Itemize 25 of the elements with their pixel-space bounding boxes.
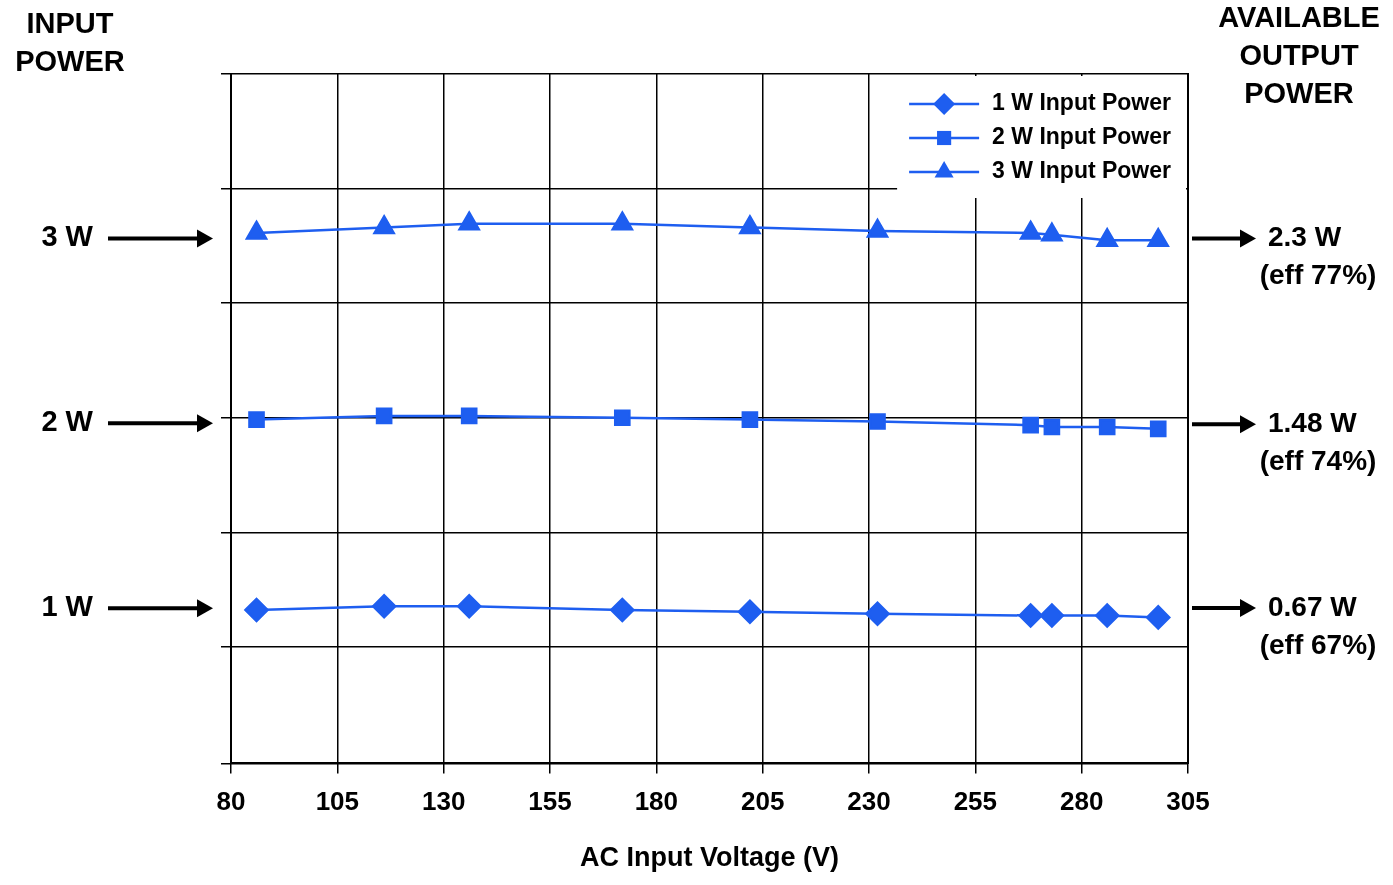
x-tick-label: 80 <box>216 786 246 817</box>
text: (eff 67%) <box>1259 628 1377 660</box>
x-tick-label: 205 <box>740 786 785 817</box>
x-tick-label: 155 <box>528 786 572 817</box>
legend-label: 2 W Input Power <box>992 123 1172 150</box>
x-tick-label: 255 <box>953 786 998 817</box>
y-tick-label: 1 W <box>41 590 94 623</box>
legend-label: 3 W Input Power <box>992 157 1172 184</box>
x-tick-label: 105 <box>315 786 360 817</box>
y-tick-label: 3 W <box>41 220 94 253</box>
legend-label: 1 W Input Power <box>992 89 1172 116</box>
y2-tick-label: 0.67 W <box>1268 590 1358 622</box>
y2-tick-label: 1.48 W <box>1268 407 1358 439</box>
x-tick-label: 230 <box>847 786 891 817</box>
y-axis-title: INPUT POWER <box>15 6 125 77</box>
y2-tick-label: 2.3 W <box>1268 221 1342 253</box>
x-tick-label: 130 <box>421 786 466 817</box>
text: (eff 74%) <box>1259 445 1377 477</box>
x-tick-label: 305 <box>1166 786 1210 817</box>
x-tick-label: 280 <box>1059 786 1104 817</box>
x-axis-title: AC Input Voltage (V) <box>580 842 839 873</box>
y2-axis-title: AVAILABLE OUTPUT POWER <box>1218 0 1380 109</box>
text: (eff 77%) <box>1259 259 1377 291</box>
y-tick-label: 2 W <box>41 405 94 438</box>
x-tick-label: 180 <box>634 786 679 817</box>
